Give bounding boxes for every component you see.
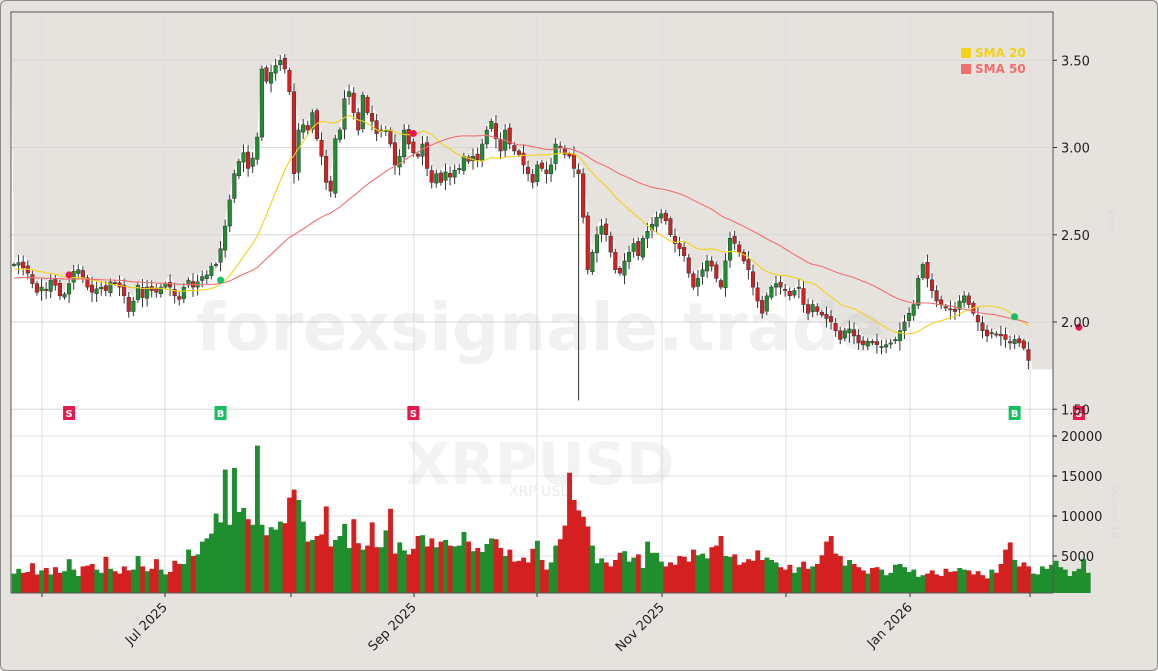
svg-text:Jul 2025: Jul 2025 — [122, 600, 171, 649]
svg-text:20000: 20000 — [1061, 430, 1102, 445]
svg-text:S: S — [65, 409, 72, 420]
svg-text:10000: 10000 — [1061, 510, 1102, 525]
svg-text:S: S — [410, 409, 417, 420]
svg-text:3.00: 3.00 — [1061, 142, 1090, 157]
svg-text:Price: Price — [1105, 210, 1116, 234]
svg-text:Nov 2025: Nov 2025 — [613, 600, 668, 655]
svg-text:Sep 2025: Sep 2025 — [366, 600, 420, 654]
watermarks: forexsignale.trade XRPUSD XRP USD — [196, 289, 884, 500]
legend: SMA 20 SMA 50 — [961, 45, 1026, 77]
svg-text:3.50: 3.50 — [1061, 54, 1090, 69]
svg-text:B: B — [217, 409, 225, 420]
sma-lines — [13, 114, 1029, 335]
legend-item-sma50: SMA 50 — [961, 61, 1026, 77]
candlesticks — [11, 54, 1031, 401]
legend-label-sma20: SMA 20 — [975, 46, 1026, 60]
svg-text:5000: 5000 — [1061, 550, 1094, 565]
svg-text:1.50: 1.50 — [1061, 403, 1090, 418]
watermark-site: forexsignale.trade — [196, 289, 884, 366]
watermark-symbol: XRPUSD — [406, 430, 675, 498]
legend-item-sma20: SMA 20 — [961, 45, 1026, 61]
svg-text:S: S — [1075, 409, 1082, 420]
volume-bars — [11, 445, 1091, 593]
svg-text:Volume 1d: Volume 1d — [1109, 485, 1120, 538]
plot-background — [11, 12, 1053, 593]
svg-text:2.50: 2.50 — [1061, 229, 1090, 244]
watermark-subtitle: XRP USD — [509, 484, 571, 500]
svg-text:2.00: 2.00 — [1061, 316, 1090, 331]
svg-text:Jan 2026: Jan 2026 — [864, 600, 916, 652]
sma20-swatch-icon — [961, 48, 971, 58]
legend-label-sma50: SMA 50 — [975, 62, 1026, 76]
svg-text:B: B — [1011, 409, 1019, 420]
svg-text:15000: 15000 — [1061, 470, 1102, 485]
sma50-swatch-icon — [961, 64, 971, 74]
